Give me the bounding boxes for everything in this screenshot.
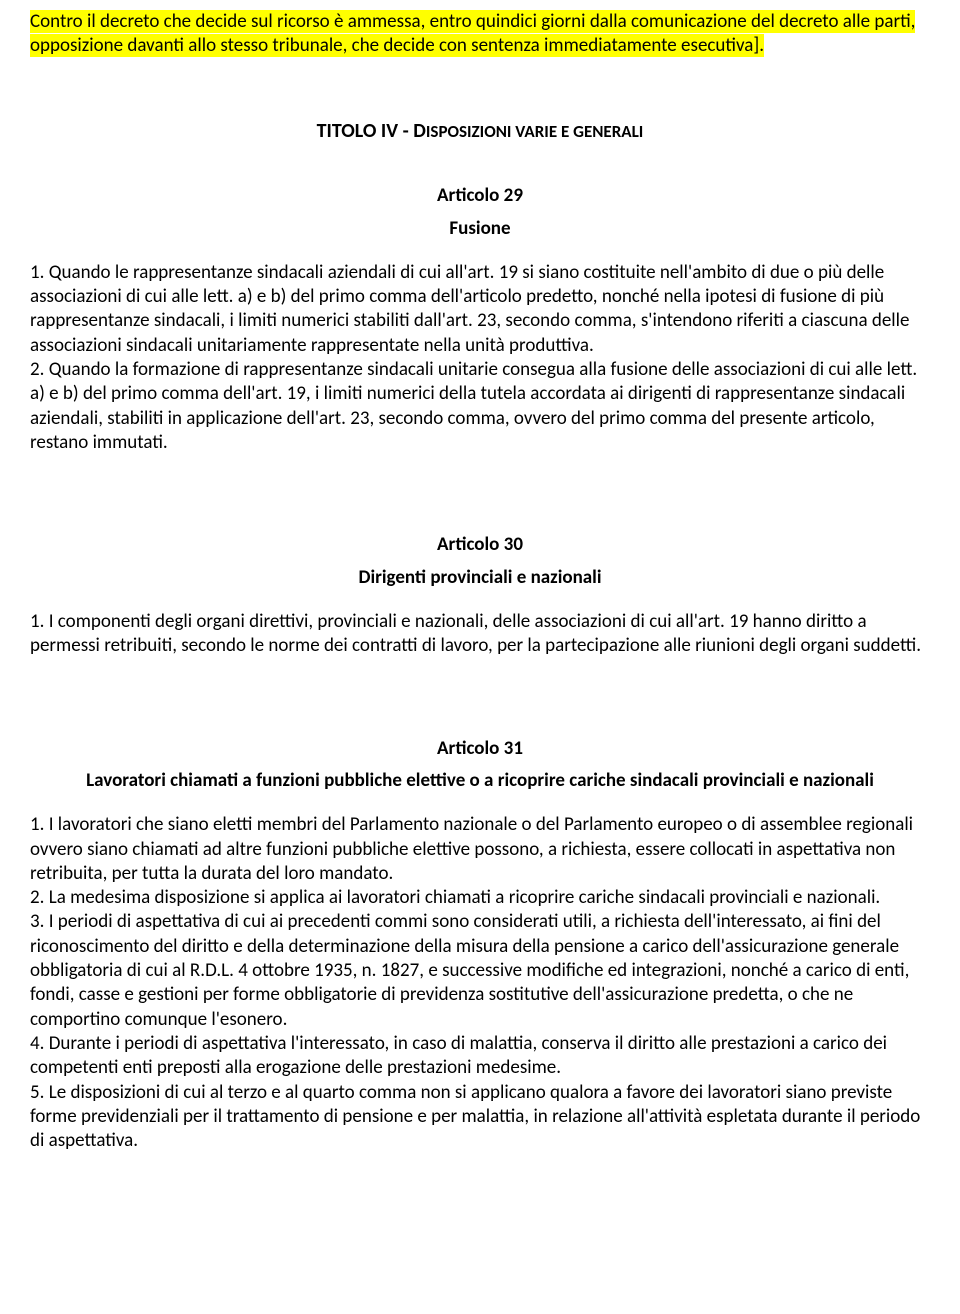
art31-para5: 5. Le disposizioni di cui al terzo e al … <box>30 1081 930 1154</box>
art30-title: Dirigenti provinciali e nazionali <box>30 566 930 590</box>
art31-para2: 2. La medesima disposizione si applica a… <box>30 886 930 910</box>
art29-title: Fusione <box>30 217 930 241</box>
art31-para4: 4. Durante i periodi di aspettativa l'in… <box>30 1032 930 1081</box>
art31-para3: 3. I periodi di aspettativa di cui ai pr… <box>30 910 930 1032</box>
titolo-rest: ISPOSIZIONI VARIE E GENERALI <box>426 121 643 142</box>
art30-number: Articolo 30 <box>30 533 930 557</box>
highlighted-text: Contro il decreto che decide sul ricorso… <box>30 10 915 57</box>
art31-number: Articolo 31 <box>30 737 930 761</box>
titolo-heading: TITOLO IV - DISPOSIZIONI VARIE E GENERAL… <box>30 119 930 145</box>
art29-para1: 1. Quando le rappresentanze sindacali az… <box>30 261 930 358</box>
spacer <box>30 659 930 729</box>
titolo-prefix: TITOLO IV - D <box>317 119 426 143</box>
art29-number: Articolo 29 <box>30 184 930 208</box>
spacer <box>30 455 930 525</box>
art29-para2: 2. Quando la formazione di rappresentanz… <box>30 358 930 455</box>
art31-para1: 1. I lavoratori che siano eletti membri … <box>30 813 930 886</box>
art30-para1: 1. I componenti degli organi direttivi, … <box>30 610 930 659</box>
art31-title: Lavoratori chiamati a funzioni pubbliche… <box>30 769 930 793</box>
highlighted-intro: Contro il decreto che decide sul ricorso… <box>30 10 930 59</box>
